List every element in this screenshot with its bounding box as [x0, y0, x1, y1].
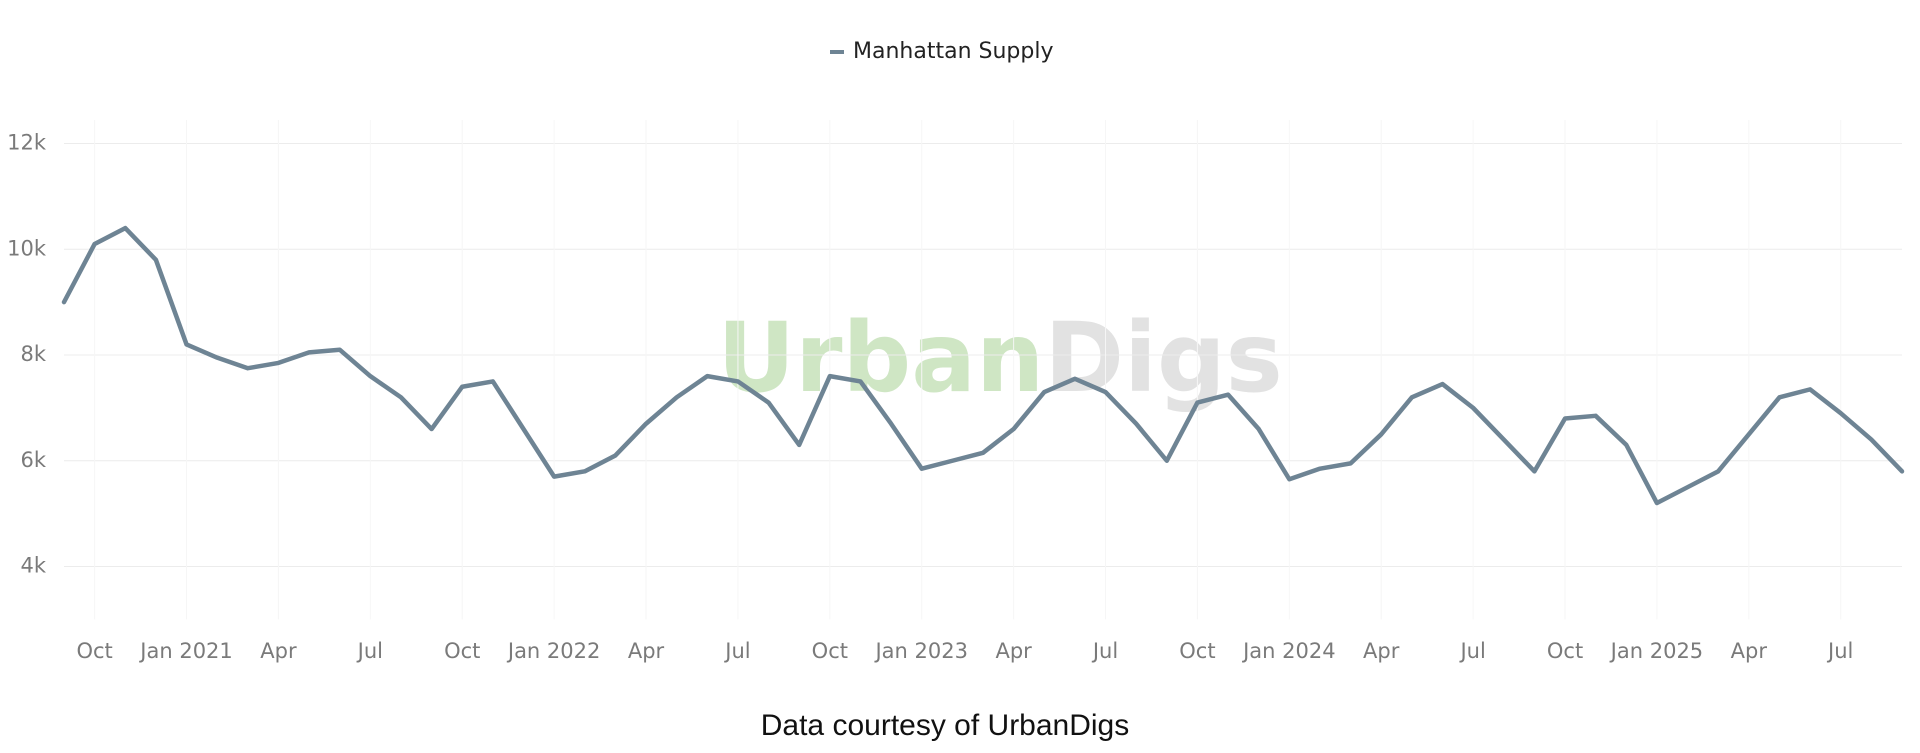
x-tick-label: Oct [812, 639, 848, 663]
caption: Data courtesy of UrbanDigs [761, 709, 1130, 742]
x-tick-label: Jul [1091, 639, 1118, 663]
x-tick-label: Apr [995, 639, 1032, 663]
y-tick-label: 6k [20, 448, 46, 472]
y-tick-label: 8k [20, 342, 46, 366]
x-tick-label: Jul [356, 639, 383, 663]
x-tick-label: Jan 2025 [1609, 639, 1704, 663]
x-tick-label: Apr [1731, 639, 1768, 663]
x-tick-label: Jan 2021 [138, 639, 233, 663]
data-line [61, 225, 1905, 506]
x-tick-label: Jul [1458, 639, 1485, 663]
x-tick-label: Apr [628, 639, 665, 663]
legend-label: Manhattan Supply [853, 39, 1053, 64]
x-tick-label: Oct [444, 639, 480, 663]
x-tick-label: Jul [1826, 639, 1853, 663]
x-tick-label: Apr [1363, 639, 1400, 663]
x-tick-label: Jul [723, 639, 750, 663]
x-tick-label: Oct [1179, 639, 1215, 663]
x-tick-label: Oct [76, 639, 112, 663]
x-tick-label: Oct [1547, 639, 1583, 663]
y-tick-label: 10k [7, 236, 47, 260]
y-tick-label: 4k [20, 554, 46, 578]
x-tick-label: Jan 2022 [506, 639, 601, 663]
watermark: UrbanDigs [717, 302, 1283, 414]
x-tick-label: Apr [260, 639, 297, 663]
watermark-part: Urban [717, 302, 1044, 414]
y-tick-label: 12k [7, 131, 47, 155]
x-tick-label: Jan 2023 [873, 639, 968, 663]
x-tick-label: Jan 2024 [1241, 639, 1336, 663]
watermark-part: Digs [1044, 302, 1282, 414]
